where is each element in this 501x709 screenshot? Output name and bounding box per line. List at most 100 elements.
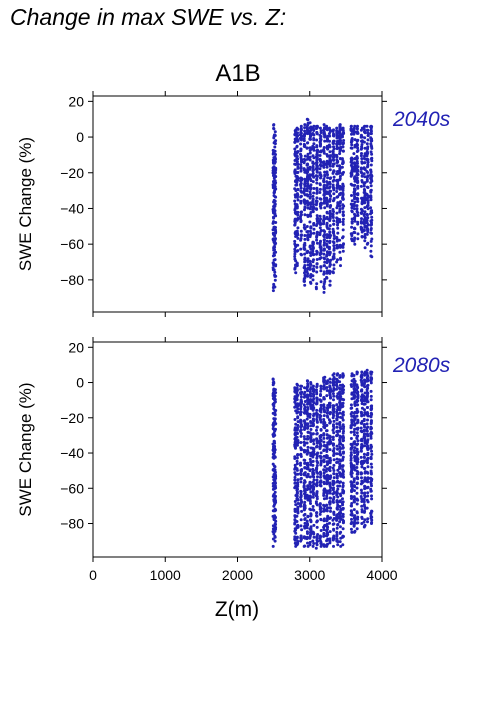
data-point (370, 211, 374, 215)
data-point (308, 436, 312, 440)
data-point (356, 498, 360, 502)
data-point (350, 139, 354, 143)
data-point (350, 530, 354, 534)
data-point (370, 452, 374, 456)
data-point (311, 180, 315, 184)
data-point (355, 502, 359, 506)
data-point (328, 501, 331, 504)
data-point (370, 218, 374, 222)
data-point (293, 140, 297, 144)
data-point (349, 146, 353, 150)
data-point (273, 446, 276, 450)
data-point (311, 171, 315, 175)
data-point (299, 142, 303, 146)
data-point (315, 270, 319, 274)
data-point (303, 177, 307, 181)
data-point (363, 411, 367, 415)
data-point (309, 382, 313, 386)
data-point (309, 451, 313, 455)
data-point (318, 502, 322, 506)
data-point (315, 181, 319, 185)
data-point (315, 491, 319, 495)
data-point (366, 406, 369, 409)
data-point (331, 492, 335, 496)
data-point (369, 389, 373, 393)
data-point (302, 187, 306, 191)
data-point (319, 428, 323, 431)
data-point (362, 402, 366, 406)
data-point (365, 433, 369, 436)
data-point (331, 164, 335, 168)
data-point (356, 439, 360, 443)
data-point (306, 118, 310, 122)
y-tick-label: −80 (60, 516, 84, 532)
data-point (370, 479, 373, 483)
data-point (325, 424, 329, 427)
data-point (308, 475, 312, 479)
data-point (303, 126, 307, 130)
data-point (294, 503, 298, 507)
data-point (350, 392, 354, 396)
data-point (314, 174, 318, 178)
data-point (331, 382, 335, 386)
data-point (338, 423, 342, 427)
data-point (335, 136, 339, 140)
data-point (331, 214, 335, 218)
data-point (350, 143, 354, 147)
data-point (369, 394, 373, 398)
data-point (355, 207, 359, 211)
data-point (309, 226, 313, 229)
data-point (308, 527, 312, 531)
y-tick-label: 20 (68, 93, 84, 109)
data-point (355, 481, 359, 485)
data-point (315, 262, 319, 266)
data-point (306, 496, 310, 500)
data-point (273, 465, 277, 469)
data-point (274, 500, 278, 504)
data-point (319, 135, 323, 138)
data-point (355, 409, 359, 413)
data-point (336, 474, 339, 478)
data-point (360, 476, 363, 480)
data-point (370, 465, 374, 469)
data-point (329, 509, 332, 513)
data-point (339, 435, 343, 439)
data-point (355, 155, 359, 158)
data-point (305, 187, 309, 191)
data-point (315, 514, 319, 518)
data-point (350, 165, 354, 169)
data-point (302, 245, 306, 249)
data-point (335, 246, 339, 250)
data-point (335, 155, 339, 159)
data-point (273, 149, 277, 153)
data-point (315, 131, 319, 135)
data-point (306, 472, 310, 476)
data-point (306, 523, 310, 527)
data-point (315, 238, 319, 242)
data-point (338, 401, 342, 405)
data-point (362, 435, 366, 439)
data-point (349, 182, 353, 186)
data-point (293, 455, 297, 459)
data-point (315, 478, 319, 482)
data-point (298, 136, 302, 140)
data-point (341, 385, 345, 389)
data-point (296, 483, 300, 487)
data-point (306, 487, 310, 491)
data-point (272, 127, 276, 131)
data-point (311, 278, 315, 282)
data-point (322, 151, 326, 155)
data-point (325, 380, 329, 384)
data-point (322, 243, 326, 247)
data-point (362, 199, 366, 203)
data-point (326, 531, 329, 535)
data-point (325, 211, 329, 215)
data-point (303, 437, 307, 441)
data-point (318, 439, 322, 443)
data-point (328, 377, 332, 381)
data-point (365, 506, 369, 510)
data-point (319, 249, 323, 253)
data-point (325, 183, 329, 187)
data-point (309, 440, 313, 443)
data-point (349, 383, 353, 387)
